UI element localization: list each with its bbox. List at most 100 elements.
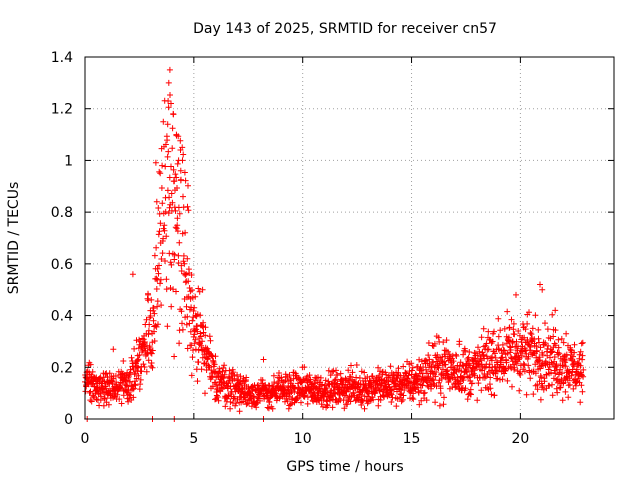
data-point <box>560 339 567 346</box>
data-point <box>157 220 164 227</box>
data-point <box>179 320 185 327</box>
data-point <box>435 365 442 371</box>
data-point <box>569 357 576 364</box>
data-point <box>206 333 213 340</box>
data-point <box>182 177 189 184</box>
data-point <box>202 324 209 331</box>
data-point <box>116 396 123 403</box>
data-point <box>549 392 556 399</box>
y-tick-label: 0 <box>64 412 73 428</box>
data-point <box>485 328 492 335</box>
data-point <box>506 343 513 350</box>
data-point <box>135 364 142 371</box>
data-point <box>498 355 505 362</box>
data-point <box>129 271 136 278</box>
data-point <box>555 344 562 351</box>
data-point <box>170 166 177 173</box>
data-point <box>151 310 158 317</box>
data-point <box>547 354 553 361</box>
data-point <box>299 385 306 392</box>
data-point <box>259 377 266 384</box>
data-point <box>400 392 407 399</box>
data-point <box>127 369 134 376</box>
data-point <box>503 359 510 366</box>
data-point <box>462 385 469 392</box>
data-point <box>87 361 94 368</box>
data-point <box>501 325 508 332</box>
data-point <box>167 285 174 291</box>
data-point <box>376 388 383 394</box>
data-point <box>306 372 313 379</box>
y-tick-label: 0.4 <box>51 309 73 325</box>
data-point <box>185 207 192 214</box>
data-point <box>475 344 481 351</box>
x-tick-label: 15 <box>403 431 421 447</box>
data-point <box>329 404 336 411</box>
data-point <box>231 373 238 379</box>
data-point <box>485 346 492 353</box>
data-point <box>159 200 166 207</box>
data-point <box>168 303 175 310</box>
data-point <box>537 344 544 351</box>
data-point <box>535 326 542 333</box>
data-point <box>478 357 485 364</box>
data-point <box>173 131 180 138</box>
data-point <box>159 162 166 169</box>
data-point <box>364 374 371 380</box>
data-point <box>180 193 186 200</box>
data-point <box>387 363 394 370</box>
data-point <box>315 374 321 381</box>
data-point <box>508 355 515 362</box>
data-point <box>173 174 180 181</box>
data-point <box>548 359 555 366</box>
data-point <box>347 398 354 405</box>
data-point <box>542 340 549 347</box>
data-point <box>486 361 493 368</box>
data-point <box>565 394 572 401</box>
data-point <box>170 110 177 117</box>
data-point <box>162 141 169 148</box>
data-point <box>361 405 368 412</box>
data-point <box>202 390 208 397</box>
data-point <box>165 104 172 111</box>
data-point <box>416 401 423 408</box>
data-point <box>183 321 190 328</box>
data-point <box>158 302 165 309</box>
data-point <box>453 353 460 359</box>
data-point <box>148 360 155 366</box>
data-point <box>504 308 511 315</box>
data-point <box>199 354 206 361</box>
data-point <box>331 377 338 384</box>
data-point <box>471 367 478 374</box>
data-point <box>370 396 377 403</box>
data-point <box>164 137 171 144</box>
data-point <box>189 354 196 361</box>
data-point <box>138 368 145 375</box>
data-point <box>236 408 243 415</box>
data-point <box>179 326 186 333</box>
data-point <box>212 353 219 360</box>
data-point <box>571 363 577 370</box>
data-point <box>86 389 93 396</box>
data-point <box>400 363 407 370</box>
data-point <box>341 405 348 412</box>
data-point <box>474 352 481 359</box>
data-point <box>510 320 517 327</box>
data-point <box>395 365 402 372</box>
data-point <box>410 390 417 397</box>
data-point <box>465 354 472 361</box>
data-point <box>478 334 485 341</box>
data-point <box>529 325 536 332</box>
data-point <box>266 399 273 406</box>
data-point <box>264 404 271 411</box>
data-point <box>143 368 150 375</box>
data-point <box>135 356 142 363</box>
data-point <box>154 298 161 305</box>
data-point <box>195 285 202 292</box>
data-point <box>358 402 365 408</box>
data-point <box>151 328 157 335</box>
data-point <box>524 320 531 327</box>
data-points <box>82 66 587 422</box>
data-point <box>194 378 201 385</box>
data-point <box>457 378 464 385</box>
